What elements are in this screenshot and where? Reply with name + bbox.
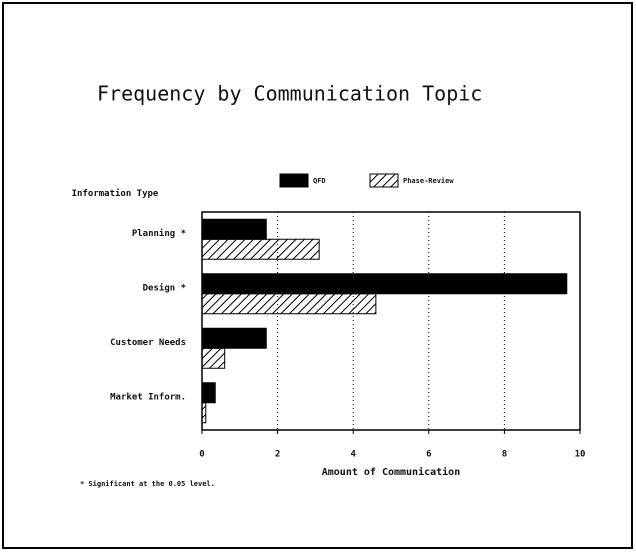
x-tick-label: 4	[350, 450, 356, 460]
footnote: * Significant at the 0.05 level.	[80, 480, 215, 488]
x-tick-label: 0	[199, 450, 204, 460]
chart-title: Frequency by Communication Topic	[97, 82, 482, 106]
y-tick-label: Planning *	[132, 228, 186, 239]
y-tick-label: Customer Needs	[110, 338, 186, 348]
x-tick-label: 2	[275, 450, 280, 460]
bar	[201, 327, 267, 349]
legend-label: Phase-Review	[403, 177, 454, 185]
plot-frame	[201, 211, 581, 431]
bar	[201, 273, 568, 295]
x-tick-label: 10	[575, 450, 586, 460]
x-tick-label: 8	[502, 450, 507, 460]
x-tick-label: 6	[426, 450, 431, 460]
bar	[201, 347, 226, 369]
y-axis-title: Information Type	[71, 189, 159, 199]
y-tick-label: Market Inform.	[110, 392, 186, 402]
x-axis-title: Amount of Communication	[322, 466, 460, 478]
legend-label: QFD	[313, 177, 326, 185]
bar	[201, 238, 320, 260]
bar	[201, 382, 216, 404]
y-tick-label: Design *	[143, 282, 186, 293]
bar	[201, 218, 267, 240]
legend-swatch	[369, 173, 399, 188]
bar	[201, 293, 377, 315]
legend-swatch	[279, 173, 309, 188]
